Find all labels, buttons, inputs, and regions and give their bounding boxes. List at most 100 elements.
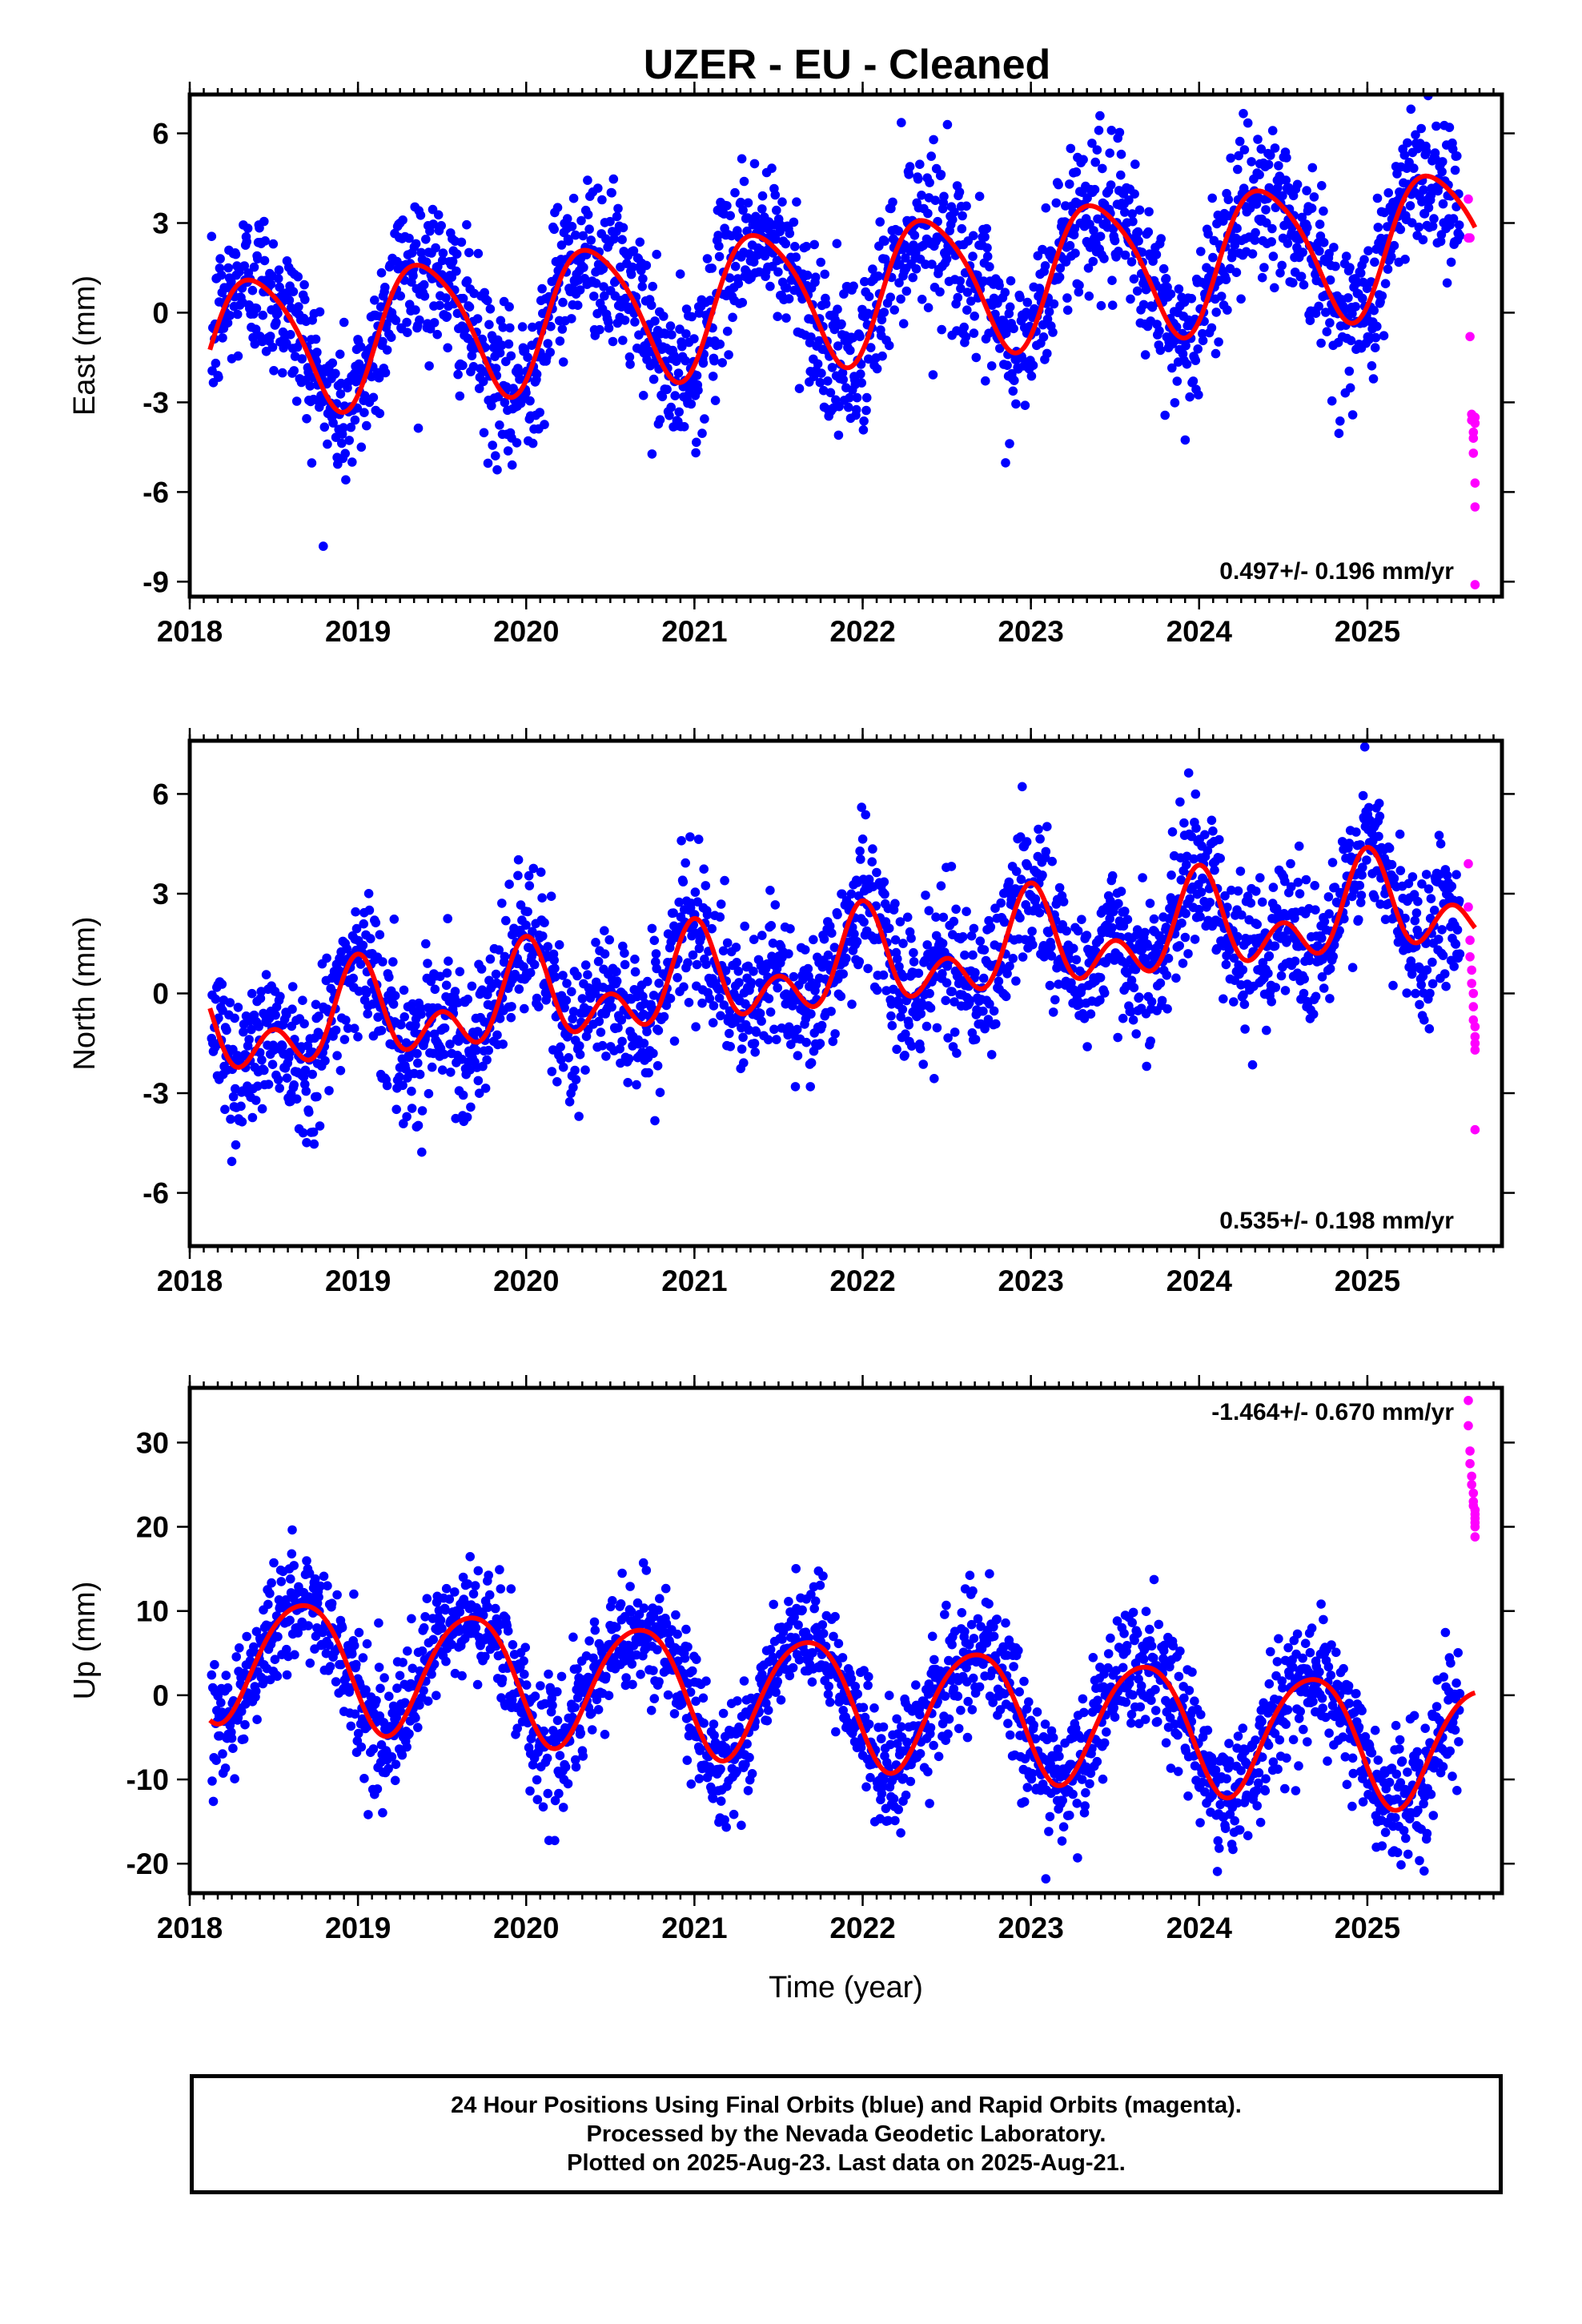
final-orbit-point: [297, 354, 307, 364]
final-orbit-point: [691, 448, 701, 458]
final-orbit-point: [564, 1097, 575, 1107]
final-orbit-point: [370, 296, 379, 305]
final-orbit-point: [423, 959, 432, 968]
final-orbit-point: [635, 237, 645, 247]
final-orbit-point: [674, 897, 684, 907]
final-orbit-point: [841, 953, 851, 963]
final-orbit-point: [648, 991, 659, 1000]
final-orbit-point: [1328, 951, 1338, 962]
rapid-orbit-point: [1470, 580, 1480, 589]
final-orbit-point: [596, 1027, 606, 1037]
final-orbit-point: [650, 316, 660, 326]
final-orbit-point: [679, 982, 689, 992]
final-orbit-point: [1191, 356, 1201, 365]
final-orbit-point: [789, 217, 799, 227]
final-orbit-point: [221, 1671, 231, 1680]
final-orbit-point: [978, 1006, 988, 1016]
final-orbit-point: [1099, 254, 1109, 263]
final-orbit-point: [1120, 250, 1130, 260]
final-orbit-point: [1301, 875, 1311, 885]
final-orbit-point: [1211, 348, 1221, 359]
final-orbit-point: [1452, 151, 1462, 161]
final-orbit-point: [1282, 153, 1291, 163]
final-orbit-point: [443, 343, 452, 353]
final-orbit-point: [491, 451, 500, 460]
final-orbit-point: [528, 927, 537, 936]
final-orbit-point: [220, 1104, 230, 1115]
final-orbit-point: [1071, 955, 1082, 965]
final-orbit-point: [818, 385, 829, 396]
final-orbit-point: [315, 1030, 324, 1039]
x-tick-label: 2019: [325, 615, 391, 648]
final-orbit-point: [1134, 992, 1144, 1002]
final-orbit-point: [375, 302, 386, 312]
final-orbit-point: [1421, 870, 1431, 879]
final-orbit-point: [1423, 884, 1434, 894]
final-orbit-point: [1346, 336, 1356, 346]
final-orbit-point: [462, 1112, 472, 1122]
final-orbit-point: [1238, 965, 1248, 975]
final-orbit-point: [790, 242, 800, 251]
final-orbit-point: [441, 980, 452, 991]
final-orbit-point: [207, 1670, 217, 1680]
final-orbit-point: [969, 923, 979, 934]
final-orbit-point: [356, 442, 367, 452]
final-orbit-point: [683, 958, 693, 967]
rapid-orbit-point: [1468, 448, 1479, 458]
final-orbit-point: [802, 270, 813, 280]
final-orbit-point: [255, 223, 264, 233]
final-orbit-point: [339, 1035, 350, 1044]
final-orbit-point: [1211, 308, 1221, 317]
final-orbit-point: [1094, 126, 1104, 135]
final-orbit-point: [839, 289, 849, 299]
final-orbit-point: [1299, 974, 1309, 984]
final-orbit-point: [429, 318, 440, 328]
final-orbit-point: [1223, 305, 1232, 315]
final-orbit-point: [1247, 1059, 1258, 1070]
final-orbit-point: [500, 397, 510, 408]
y-tick-label: 6: [152, 778, 169, 810]
final-orbit-point: [1327, 396, 1337, 406]
final-orbit-point: [558, 971, 568, 980]
final-orbit-point: [1227, 247, 1238, 258]
final-orbit-point: [749, 159, 760, 169]
final-orbit-point: [757, 204, 767, 214]
final-orbit-point: [1236, 66, 1246, 76]
final-orbit-point: [954, 187, 965, 197]
final-orbit-point: [235, 1643, 244, 1653]
final-orbit-point: [525, 967, 536, 978]
final-orbit-point: [854, 957, 865, 967]
final-orbit-point: [1290, 956, 1300, 967]
final-orbit-point: [694, 943, 705, 954]
final-orbit-point: [771, 234, 781, 244]
final-orbit-point: [1380, 279, 1391, 289]
final-orbit-point: [1341, 251, 1351, 261]
final-orbit-point: [269, 366, 279, 376]
final-orbit-point: [968, 231, 978, 241]
final-orbit-point: [707, 263, 717, 273]
final-orbit-point: [263, 1599, 273, 1610]
final-orbit-point: [1069, 943, 1078, 954]
final-orbit-point: [690, 887, 701, 897]
final-orbit-point: [649, 935, 660, 946]
final-orbit-point: [639, 1039, 649, 1048]
final-orbit-point: [1288, 278, 1298, 287]
final-orbit-point: [958, 932, 968, 942]
final-orbit-point: [278, 327, 288, 337]
final-orbit-point: [1235, 866, 1246, 876]
final-orbit-point: [558, 357, 568, 367]
y-tick-label: -6: [143, 1177, 169, 1210]
final-orbit-point: [630, 317, 640, 327]
final-orbit-point: [800, 945, 810, 955]
final-orbit-point: [1116, 149, 1126, 159]
final-orbit-point: [1001, 328, 1011, 339]
final-orbit-point: [608, 336, 618, 347]
final-orbit-point: [323, 439, 332, 449]
final-orbit-point: [996, 898, 1006, 908]
final-orbit-point: [714, 993, 725, 1003]
final-orbit-point: [1113, 1032, 1122, 1043]
final-orbit-point: [1286, 858, 1295, 869]
final-orbit-point: [455, 967, 465, 977]
final-orbit-point: [300, 1080, 310, 1089]
final-orbit-point: [523, 907, 532, 917]
